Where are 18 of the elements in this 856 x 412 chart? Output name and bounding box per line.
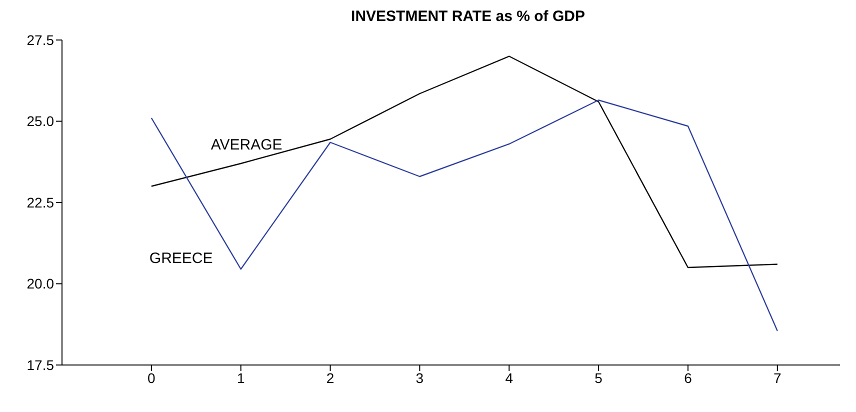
series-label: AVERAGE: [210, 136, 282, 154]
y-tick-label: 20.0: [26, 276, 54, 292]
series-label: GREECE: [149, 250, 213, 267]
x-tick-label: 2: [326, 370, 334, 386]
chart-title: INVESTMENT RATE as % of GDP: [350, 8, 586, 27]
x-tick-label: 1: [236, 370, 245, 386]
x-tick-label: 3: [416, 370, 424, 386]
x-tick-label: 0: [148, 370, 156, 386]
y-tick-label: 17.5: [26, 356, 54, 373]
y-tick-label: 27.5: [26, 32, 54, 48]
y-tick-label: 22.5: [26, 194, 54, 210]
x-tick-label: 5: [594, 370, 603, 386]
line-series: [150, 100, 778, 332]
line-series: [150, 56, 778, 268]
x-tick-label: 4: [505, 370, 514, 386]
x-tick-label: 6: [684, 370, 692, 386]
y-tick-label: 25.0: [26, 113, 54, 130]
x-tick-label: 7: [774, 370, 782, 386]
